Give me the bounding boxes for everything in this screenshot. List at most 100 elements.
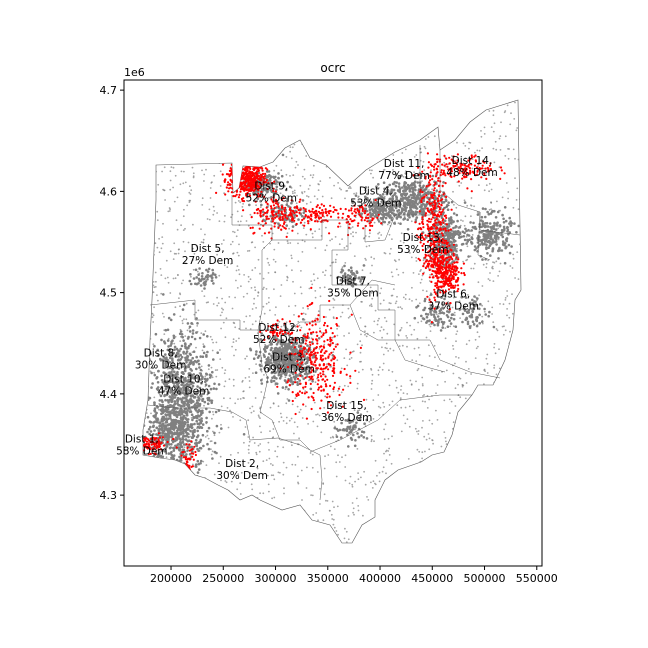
- gray-point: [294, 464, 297, 466]
- gray-point: [389, 125, 392, 128]
- gray-point: [401, 250, 403, 253]
- gray-point: [401, 130, 404, 133]
- gray-point: [190, 417, 193, 419]
- gray-point: [235, 269, 238, 272]
- gray-point: [232, 338, 235, 341]
- gray-point: [279, 295, 282, 297]
- gray-point: [167, 210, 170, 213]
- gray-point: [195, 317, 198, 320]
- gray-point: [338, 116, 340, 119]
- gray-point: [520, 129, 521, 131]
- gray-point: [364, 235, 367, 237]
- gray-point: [393, 323, 396, 326]
- gray-point: [506, 422, 508, 425]
- gray-point: [207, 160, 209, 163]
- gray-point: [485, 266, 488, 269]
- gray-point: [229, 454, 232, 456]
- gray-point: [399, 496, 402, 499]
- gray-point: [162, 222, 164, 225]
- gray-point: [243, 274, 246, 276]
- gray-point: [428, 419, 431, 422]
- gray-point: [462, 445, 464, 447]
- gray-point: [411, 359, 414, 361]
- gray-point: [407, 186, 410, 189]
- gray-point: [311, 283, 314, 286]
- gray-point: [484, 170, 487, 173]
- gray-point: [177, 248, 180, 251]
- gray-point: [254, 397, 257, 399]
- gray-point: [317, 189, 320, 192]
- gray-point: [340, 282, 342, 285]
- gray-point: [396, 209, 399, 213]
- gray-point: [288, 336, 291, 339]
- gray-point: [428, 280, 431, 282]
- gray-point: [352, 350, 355, 353]
- gray-point: [521, 302, 523, 304]
- gray-point: [428, 323, 431, 326]
- gray-point: [291, 146, 294, 149]
- gray-point: [427, 111, 430, 114]
- gray-point: [447, 458, 450, 460]
- gray-point: [209, 187, 212, 189]
- gray-point: [169, 466, 172, 469]
- gray-point: [170, 464, 174, 468]
- gray-point: [462, 260, 464, 263]
- gray-point: [413, 328, 416, 331]
- gray-point: [271, 497, 273, 500]
- gray-point: [379, 115, 382, 117]
- gray-point: [145, 490, 148, 493]
- gray-point: [157, 428, 161, 432]
- gray-point: [431, 439, 434, 442]
- gray-point: [421, 384, 424, 387]
- gray-point: [345, 541, 348, 543]
- gray-point: [357, 148, 359, 150]
- gray-point: [493, 463, 496, 466]
- gray-point: [521, 180, 523, 182]
- gray-point: [428, 519, 431, 522]
- gray-point: [337, 533, 339, 536]
- gray-point: [289, 146, 292, 149]
- gray-point: [243, 159, 246, 162]
- gray-point: [499, 209, 501, 212]
- gray-point: [394, 491, 397, 494]
- gray-point: [196, 270, 199, 273]
- gray-point: [385, 472, 387, 475]
- gray-point: [499, 497, 502, 500]
- gray-point: [452, 344, 454, 347]
- gray-point: [139, 350, 141, 352]
- gray-point: [152, 291, 155, 294]
- gray-point: [324, 249, 327, 252]
- gray-point: [154, 286, 157, 288]
- gray-point: [408, 484, 411, 487]
- gray-point: [247, 462, 250, 464]
- gray-point: [176, 485, 180, 489]
- gray-point: [188, 117, 190, 120]
- gray-point: [504, 329, 507, 332]
- gray-point: [273, 169, 275, 172]
- gray-point: [399, 306, 402, 308]
- gray-point: [460, 535, 462, 538]
- gray-point: [185, 477, 188, 480]
- gray-point: [340, 391, 343, 394]
- gray-point: [174, 335, 177, 338]
- gray-point: [360, 476, 362, 479]
- gray-point: [218, 507, 220, 509]
- gray-point: [427, 136, 430, 138]
- gray-point: [244, 357, 247, 360]
- gray-point: [223, 531, 225, 534]
- gray-point: [151, 529, 153, 532]
- gray-point: [254, 473, 256, 475]
- gray-point: [486, 400, 488, 403]
- gray-point: [345, 131, 348, 134]
- gray-point: [502, 333, 505, 336]
- gray-point: [275, 382, 279, 386]
- gray-point: [504, 299, 507, 301]
- gray-point: [491, 537, 493, 540]
- gray-point: [206, 442, 209, 446]
- gray-point: [331, 435, 334, 438]
- gray-point: [427, 344, 430, 347]
- gray-point: [287, 524, 290, 527]
- gray-point: [283, 492, 285, 495]
- gray-point: [272, 258, 275, 261]
- gray-point: [508, 515, 511, 518]
